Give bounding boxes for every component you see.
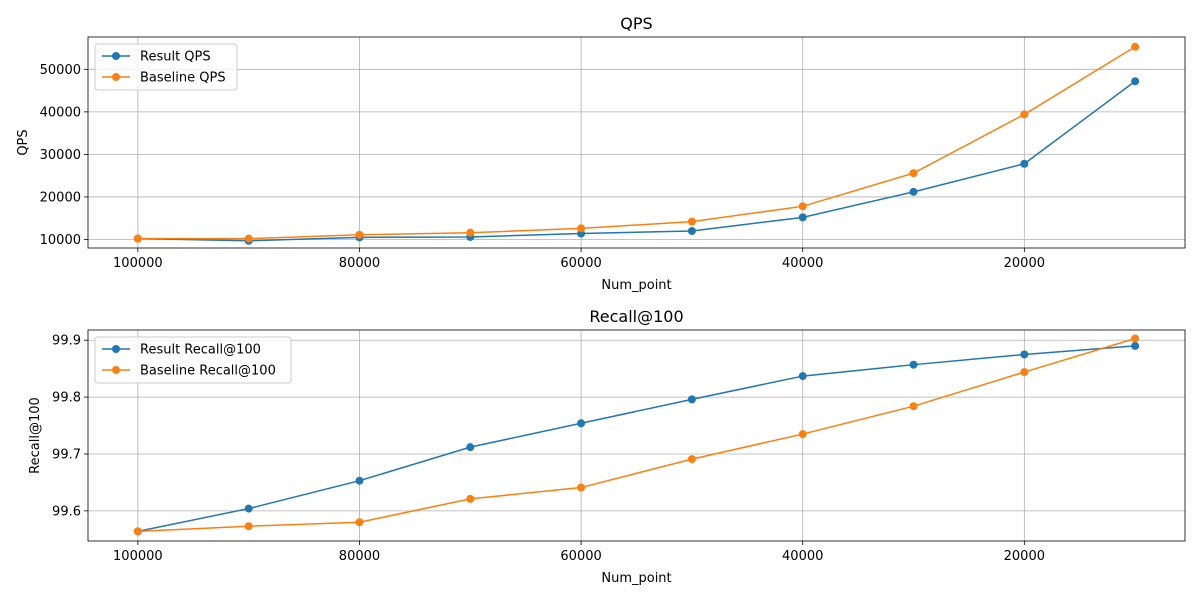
data-point: [244, 234, 253, 243]
data-point: [909, 169, 918, 178]
data-point: [466, 228, 475, 237]
data-point: [244, 522, 253, 531]
data-point: [1020, 350, 1029, 359]
x-tick-label: 20000: [1004, 549, 1045, 564]
data-point: [1131, 42, 1140, 51]
y-tick-label: 99.8: [52, 391, 81, 406]
data-point: [798, 372, 807, 381]
data-point: [355, 476, 364, 485]
legend-label: Baseline QPS: [140, 71, 226, 86]
data-point: [577, 224, 586, 233]
legend-box: [94, 336, 292, 384]
y-tick-label: 50000: [40, 63, 81, 78]
y-tick-label: 10000: [40, 233, 81, 248]
data-point: [1131, 77, 1140, 86]
x-tick-label: 80000: [339, 549, 380, 564]
data-point: [1131, 334, 1140, 343]
data-point: [909, 402, 918, 411]
data-point: [466, 494, 475, 503]
chart-title: Recall@100: [589, 307, 683, 326]
data-point: [1020, 368, 1029, 377]
data-point: [244, 504, 253, 513]
chart-title: QPS: [620, 14, 652, 33]
legend-swatch-marker: [112, 52, 120, 60]
x-tick-label: 100000: [113, 256, 163, 271]
series-line-1: [137, 345, 1136, 533]
legend-label: Result QPS: [140, 50, 211, 65]
data-point: [687, 455, 696, 464]
x-tick-label: 40000: [782, 549, 823, 564]
y-tick-label: 30000: [40, 148, 81, 163]
y-tick-label: 20000: [40, 190, 81, 205]
x-axis-label: Num_point: [601, 571, 671, 586]
data-point: [466, 443, 475, 452]
data-point: [133, 527, 142, 536]
y-tick-label: 99.7: [52, 447, 81, 462]
x-tick-label: 100000: [113, 549, 163, 564]
legend-label: Result Recall@100: [140, 343, 261, 358]
plot-frame: [87, 329, 1186, 542]
data-point: [577, 419, 586, 428]
data-point: [355, 230, 364, 239]
y-tick-label: 99.6: [52, 504, 81, 519]
data-point: [1020, 110, 1029, 119]
legend: Result QPS Baseline QPS: [94, 43, 238, 91]
chart-1: 100000 80000 60000 40000 20000 10000 20000 3000…: [16, 14, 1186, 293]
x-tick-label: 80000: [339, 256, 380, 271]
chart-2: 100000 80000 60000 40000 20000 99.6 99.7 99.8 99…: [28, 307, 1186, 586]
x-tick-label: 60000: [560, 256, 601, 271]
data-point: [577, 483, 586, 492]
data-point: [133, 234, 142, 243]
data-point: [798, 202, 807, 211]
series-line-2: [137, 46, 1136, 240]
legend-swatch-marker: [112, 345, 120, 353]
legend-swatch-marker: [112, 73, 120, 81]
x-tick-label: 20000: [1004, 256, 1045, 271]
plot-frame: [87, 36, 1186, 249]
y-axis-label: QPS: [16, 129, 31, 155]
series-line-2: [137, 337, 1136, 533]
series-line-1: [137, 80, 1136, 242]
data-point: [355, 518, 364, 527]
data-point: [687, 226, 696, 235]
legend-box: [94, 43, 238, 91]
legend-label: Baseline Recall@100: [140, 364, 276, 379]
data-point: [909, 360, 918, 369]
data-point: [909, 187, 918, 196]
data-point: [798, 430, 807, 439]
y-tick-label: 99.9: [52, 334, 81, 349]
data-point: [687, 395, 696, 404]
data-point: [798, 213, 807, 222]
x-tick-label: 60000: [560, 549, 601, 564]
legend-swatch-marker: [112, 366, 120, 374]
y-axis-label: Recall@100: [28, 397, 43, 474]
y-tick-label: 40000: [40, 105, 81, 120]
data-point: [1131, 341, 1140, 350]
x-tick-label: 40000: [782, 256, 823, 271]
x-axis-label: Num_point: [601, 278, 671, 293]
data-point: [1020, 159, 1029, 168]
legend: Result Recall@100 Baseline Recall@100: [94, 336, 292, 384]
data-point: [687, 217, 696, 226]
